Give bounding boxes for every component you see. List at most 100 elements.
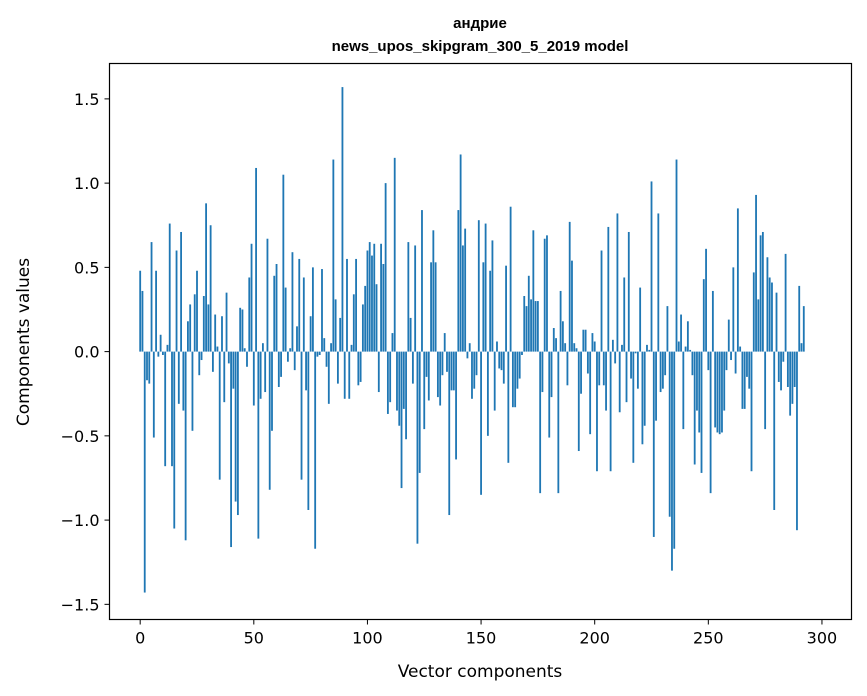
bar-97 [359,351,362,382]
bar-99 [364,285,367,352]
bar-90 [343,351,346,399]
bar-202 [598,351,601,386]
bar-163 [509,206,512,352]
bar-204 [602,351,605,386]
bar-75 [309,316,312,352]
bar-178 [543,238,546,352]
bar-288 [793,351,796,387]
bar-290 [798,285,801,352]
bar-76 [311,267,314,352]
bar-33 [214,314,217,352]
bar-98 [361,304,364,352]
bar-5 [150,242,153,352]
bar-260 [730,351,732,361]
bar-21 [187,321,189,352]
bar-268 [748,351,751,389]
bar-272 [757,299,760,352]
bar-109 [386,351,389,414]
bar-255 [718,351,721,435]
bar-265 [741,351,744,409]
bar-269 [750,351,753,472]
bar-280 [775,292,778,352]
bar-89 [341,87,344,352]
bar-167 [518,351,521,379]
bar-138 [452,351,455,391]
bar-254 [716,351,719,433]
y-tick-label-2: −0.5 [61,427,100,446]
bar-248 [702,279,705,352]
bar-46 [243,348,246,352]
chart-subtitle: news_upos_skipgram_300_5_2019 model [332,38,629,55]
chart-title: андрие [453,15,507,32]
bar-162 [507,351,510,463]
bar-156 [493,351,496,411]
bar-10 [162,351,164,355]
bar-62 [280,351,282,377]
bar-241 [686,321,689,352]
bar-200 [593,341,596,352]
bar-130 [434,262,437,352]
bar-118 [407,242,410,352]
bar-183 [555,338,557,352]
bar-158 [498,351,501,369]
y-tick-label-5: 1.0 [74,174,99,193]
x-axis-label: Vector components [398,662,563,682]
bar-221 [641,351,644,445]
bar-195 [582,329,585,352]
bar-110 [389,351,392,403]
bar-227 [655,351,657,421]
bar-164 [511,351,514,408]
bar-160 [502,351,505,384]
bar-289 [796,351,798,531]
bar-150 [480,351,482,495]
bar-214 [625,351,628,403]
bar-57 [268,351,271,490]
bar-144 [466,351,469,359]
bar-240 [684,346,687,352]
bar-1 [141,290,144,352]
bar-239 [682,351,685,430]
bar-166 [516,351,519,389]
bar-209 [614,351,617,364]
bar-274 [761,231,764,352]
plot-frame [108,62,853,621]
bar-252 [711,290,714,352]
bar-30 [207,304,210,352]
bar-267 [746,351,748,377]
bar-95 [355,258,357,352]
bar-222 [643,351,646,426]
bar-285 [786,351,789,387]
bar-68 [293,351,296,371]
bar-235 [673,351,676,549]
bar-171 [527,275,530,352]
bar-108 [384,183,387,352]
bar-205 [605,351,607,411]
bar-4 [148,351,151,384]
bar-175 [536,301,539,352]
bar-41 [232,351,235,389]
bar-121 [414,245,417,352]
bar-61 [277,351,280,387]
bar-157 [496,341,498,352]
bar-27 [200,351,203,361]
bar-20 [184,351,187,541]
bars-group [139,87,805,593]
bar-111 [391,333,394,352]
bar-244 [693,351,696,465]
bar-81 [323,338,326,352]
bar-187 [564,343,567,352]
bar-140 [457,210,460,352]
bar-124 [421,210,423,352]
bar-176 [539,351,542,494]
bar-132 [439,351,442,406]
bar-69 [296,326,298,352]
bar-277 [768,277,771,352]
y-tick-label-3: 0.0 [74,343,99,362]
bar-169 [523,296,526,352]
bar-80 [321,269,323,352]
bar-189 [568,221,571,352]
bar-122 [416,351,419,544]
bar-242 [689,349,692,352]
bar-85 [332,159,335,352]
bar-131 [436,351,439,398]
